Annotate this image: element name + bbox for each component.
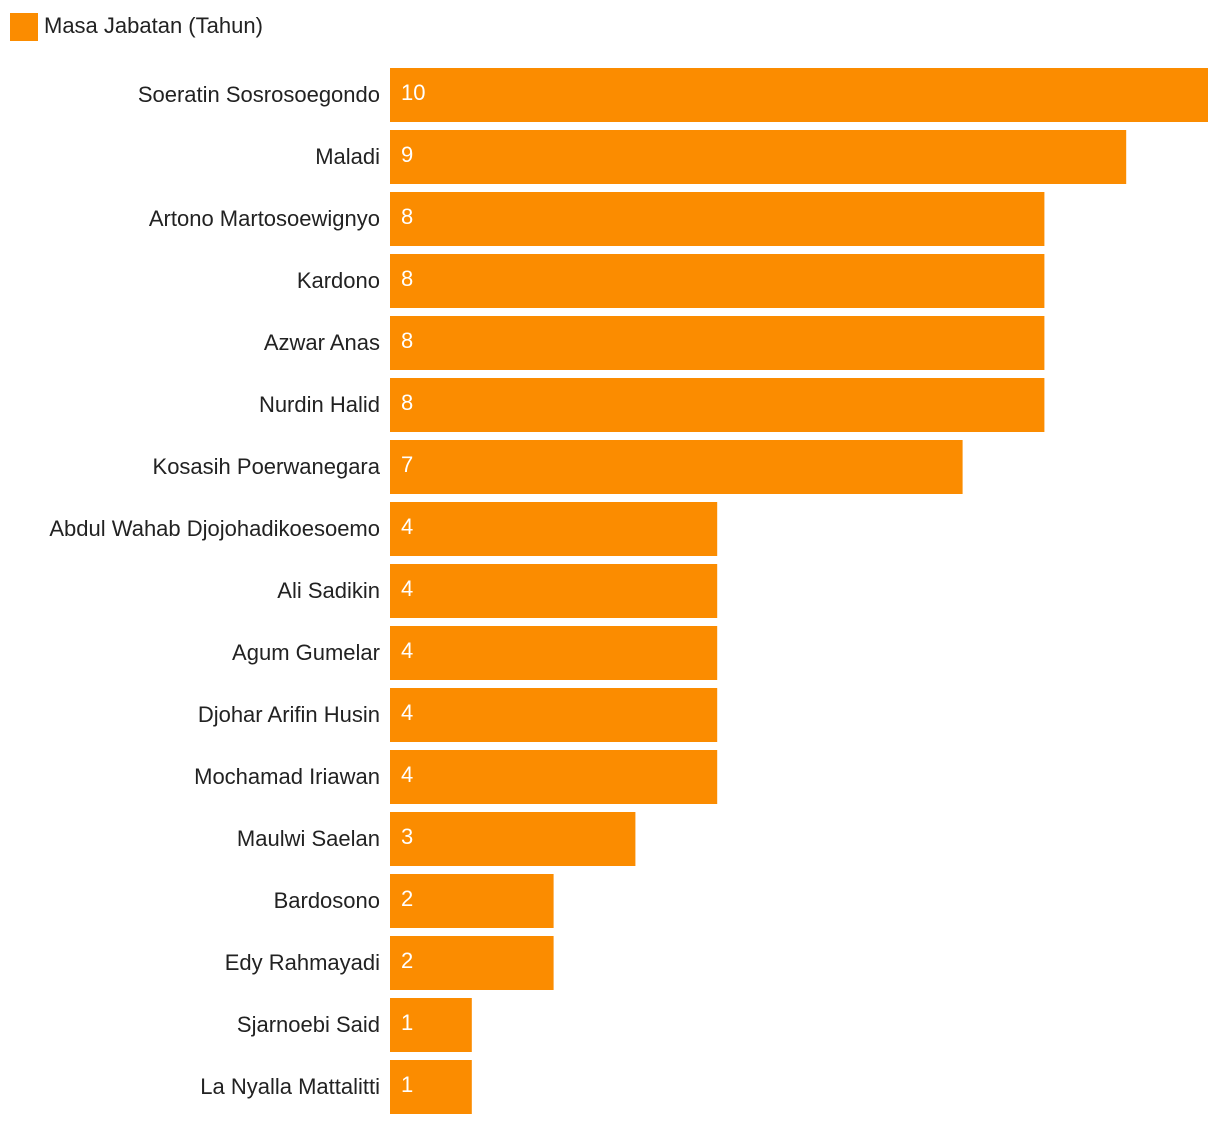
- category-label: Soeratin Sosrosoegondo: [138, 82, 380, 107]
- bar: [390, 688, 718, 742]
- bar: [390, 998, 472, 1052]
- bar: [390, 812, 636, 866]
- category-label: Kardono: [297, 268, 380, 293]
- bar: [390, 626, 718, 680]
- value-label: 1: [401, 1010, 413, 1035]
- legend-label: Masa Jabatan (Tahun): [44, 13, 263, 38]
- category-label: Maulwi Saelan: [237, 826, 380, 851]
- bar: [390, 192, 1045, 246]
- value-label: 8: [401, 204, 413, 229]
- value-label: 4: [401, 514, 413, 539]
- category-label: Mochamad Iriawan: [194, 764, 380, 789]
- bar: [390, 936, 554, 990]
- value-label: 2: [401, 886, 413, 911]
- category-label: Azwar Anas: [264, 330, 380, 355]
- category-label: Kosasih Poerwanegara: [153, 454, 381, 479]
- value-label: 8: [401, 390, 413, 415]
- category-label: Ali Sadikin: [277, 578, 380, 603]
- category-label: Maladi: [315, 144, 380, 169]
- value-label: 4: [401, 638, 413, 663]
- category-label: Edy Rahmayadi: [225, 950, 380, 975]
- category-label: Abdul Wahab Djojohadikoesoemo: [49, 516, 380, 541]
- bar: [390, 130, 1127, 184]
- legend-swatch: [10, 13, 38, 41]
- bar: [390, 68, 1208, 122]
- bar: [390, 564, 718, 618]
- value-label: 7: [401, 452, 413, 477]
- legend: Masa Jabatan (Tahun): [10, 13, 263, 41]
- category-label: La Nyalla Mattalitti: [200, 1074, 380, 1099]
- bar: [390, 440, 963, 494]
- value-label: 8: [401, 328, 413, 353]
- value-label: 8: [401, 266, 413, 291]
- category-label: Artono Martosoewignyo: [149, 206, 380, 231]
- value-label: 10: [401, 80, 425, 105]
- bar: [390, 1060, 472, 1114]
- category-label: Agum Gumelar: [232, 640, 380, 665]
- category-label: Sjarnoebi Said: [237, 1012, 380, 1037]
- bar: [390, 378, 1045, 432]
- value-label: 3: [401, 824, 413, 849]
- value-label: 4: [401, 700, 413, 725]
- category-label: Djohar Arifin Husin: [198, 702, 380, 727]
- bar: [390, 502, 718, 556]
- bar: [390, 750, 718, 804]
- value-label: 9: [401, 142, 413, 167]
- bar: [390, 254, 1045, 308]
- category-label: Nurdin Halid: [259, 392, 380, 417]
- value-label: 4: [401, 576, 413, 601]
- bar: [390, 316, 1045, 370]
- bar: [390, 874, 554, 928]
- value-label: 1: [401, 1072, 413, 1097]
- value-label: 4: [401, 762, 413, 787]
- value-label: 2: [401, 948, 413, 973]
- category-label: Bardosono: [274, 888, 380, 913]
